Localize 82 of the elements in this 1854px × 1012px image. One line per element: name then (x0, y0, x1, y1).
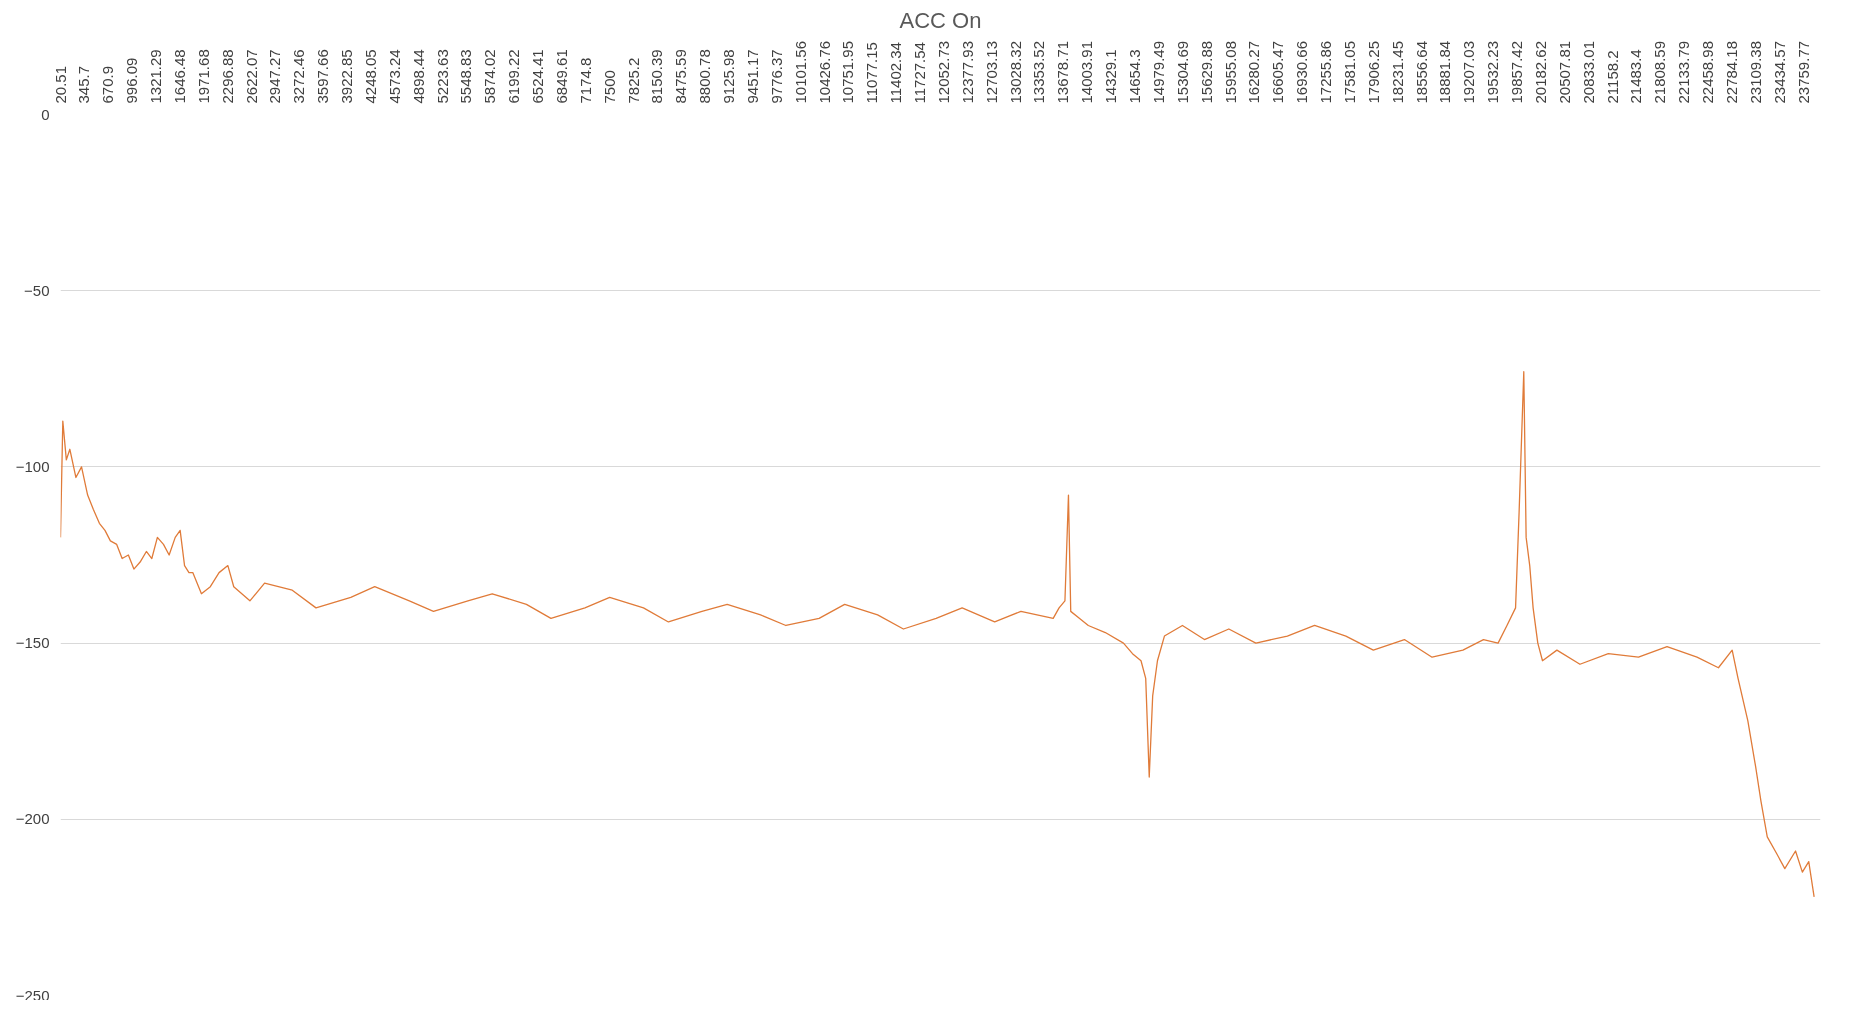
x-tick-label: 13028.32 (1006, 40, 1024, 104)
x-tick-label: 10426.76 (815, 40, 833, 104)
x-tick-label: 9125.98 (720, 49, 738, 104)
x-tick-label: 5874.02 (481, 49, 499, 104)
x-tick-label: 22133.79 (1675, 40, 1693, 104)
x-tick-label: 9776.37 (767, 49, 785, 104)
x-tick-label: 17581.05 (1340, 40, 1358, 104)
x-tick-label: 7174.8 (576, 57, 594, 104)
x-tick-label: 18231.45 (1388, 40, 1406, 104)
x-tick-label: 8800.78 (696, 49, 714, 104)
x-tick-label: 13353.52 (1030, 40, 1048, 104)
x-tick-label: 2296.88 (218, 49, 236, 104)
x-tick-label: 10101.56 (791, 40, 809, 104)
x-tick-label: 10751.95 (839, 40, 857, 104)
x-tick-label: 23759.77 (1794, 40, 1812, 104)
x-tick-label: 18556.64 (1412, 40, 1430, 104)
x-tick-label: 16605.47 (1269, 40, 1287, 104)
x-tick-label: 14979.49 (1149, 40, 1167, 104)
x-tick-label: 4573.24 (385, 49, 403, 104)
x-tick-label: 670.9 (99, 65, 117, 104)
x-tick-label: 11402.34 (887, 42, 905, 104)
x-tick-label: 6199.22 (505, 49, 523, 104)
x-tick-label: 17906.25 (1364, 40, 1382, 104)
x-tick-label: 2622.07 (242, 49, 260, 104)
x-tick-label: 11077.15 (863, 42, 881, 104)
x-tick-label: 5548.83 (457, 49, 475, 104)
x-tick-label: 15629.88 (1197, 40, 1215, 104)
x-tick-label: 19857.42 (1508, 40, 1526, 104)
x-tick-label: 1321.29 (147, 49, 165, 104)
x-tick-label: 14654.3 (1126, 49, 1144, 104)
x-tick-label: 15304.69 (1173, 40, 1191, 104)
x-tick-label: 16280.27 (1245, 40, 1263, 104)
x-tick-label: 22784.18 (1722, 40, 1740, 104)
x-tick-label: 4898.44 (409, 49, 427, 104)
x-tick-label: 19207.03 (1460, 40, 1478, 104)
x-tick-label: 345.7 (75, 65, 93, 104)
x-tick-label: 14003.91 (1078, 40, 1096, 104)
x-tick-label: 4248.05 (361, 49, 379, 104)
y-tick-label: −250 (15, 986, 50, 1004)
x-tick-label: 12377.93 (958, 40, 976, 104)
y-tick-label: 0 (41, 105, 50, 123)
x-tick-label: 17255.86 (1317, 40, 1335, 104)
x-tick-label: 20182.62 (1531, 40, 1549, 104)
x-tick-label: 1646.48 (170, 49, 188, 104)
x-tick-label: 22458.98 (1699, 40, 1717, 104)
x-tick-label: 23434.57 (1770, 40, 1788, 104)
x-tick-label: 20507.81 (1555, 40, 1573, 104)
x-tick-label: 21808.59 (1651, 40, 1669, 104)
x-tick-label: 6849.61 (552, 49, 570, 104)
x-tick-label: 23109.38 (1746, 40, 1764, 104)
y-tick-label: −100 (15, 457, 50, 475)
x-tick-label: 9451.17 (743, 49, 761, 104)
x-tick-label: 3597.66 (314, 49, 332, 104)
x-tick-label: 1971.68 (194, 49, 212, 104)
x-tick-label: 20.51 (51, 65, 69, 104)
x-tick-label: 11727.54 (911, 42, 929, 104)
x-tick-label: 20833.01 (1579, 40, 1597, 104)
chart-title: ACC On (899, 7, 982, 33)
x-tick-label: 14329.1 (1102, 49, 1120, 104)
x-tick-label: 8475.59 (672, 49, 690, 104)
x-tick-label: 7500 (600, 70, 618, 104)
x-tick-label: 19532.23 (1484, 40, 1502, 104)
x-tick-label: 13678.71 (1054, 40, 1072, 104)
x-tick-label: 3922.85 (338, 49, 356, 104)
x-tick-label: 6524.41 (529, 49, 547, 104)
x-tick-label: 12052.73 (934, 40, 952, 104)
x-tick-label: 2947.27 (266, 49, 284, 104)
y-tick-label: −200 (15, 810, 50, 828)
y-tick-label: −150 (15, 634, 50, 652)
x-tick-label: 3272.46 (290, 49, 308, 104)
line-series (60, 371, 1815, 898)
x-tick-label: 18881.84 (1436, 40, 1454, 104)
y-tick-label: −50 (24, 281, 50, 299)
x-tick-label: 996.09 (123, 57, 141, 104)
x-tick-label: 15955.08 (1221, 40, 1239, 104)
x-tick-label: 12703.13 (982, 40, 1000, 104)
x-tick-label: 16930.66 (1293, 40, 1311, 104)
x-tick-label: 8150.39 (648, 49, 666, 104)
x-tick-label: 21483.4 (1627, 49, 1645, 104)
x-tick-label: 5223.63 (433, 49, 451, 104)
x-tick-label: 21158.2 (1603, 50, 1621, 104)
x-tick-label: 7825.2 (624, 57, 642, 104)
